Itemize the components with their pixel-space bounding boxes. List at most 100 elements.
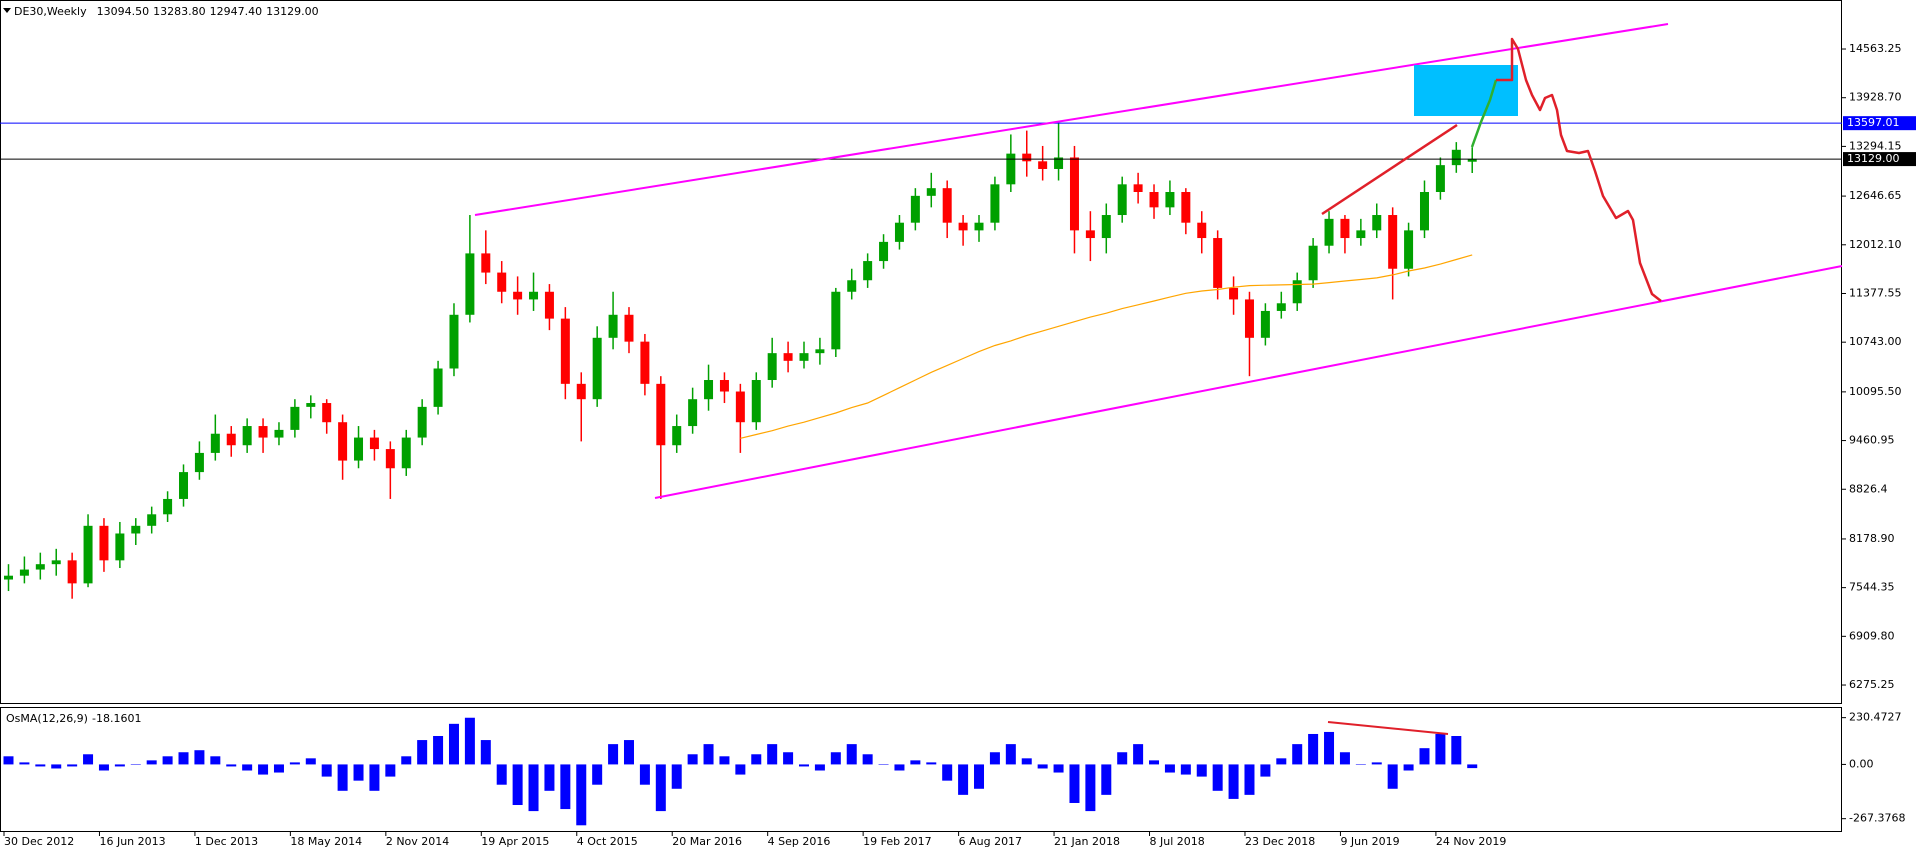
candle-body: [433, 368, 443, 407]
x-tick-label: 8 Jul 2018: [1150, 835, 1205, 848]
x-tick-label: 23 Dec 2018: [1245, 835, 1315, 848]
osma-bar: [767, 744, 778, 765]
candle-body: [1022, 153, 1032, 162]
osma-bar: [942, 764, 953, 781]
candle-body: [369, 437, 379, 450]
candle-body: [19, 569, 29, 576]
osma-bar: [1451, 736, 1462, 765]
osma-bar: [3, 756, 14, 765]
candle-body: [35, 564, 45, 570]
osma-bar: [1117, 752, 1128, 765]
candle-body: [1101, 215, 1111, 239]
osma-bar: [846, 744, 857, 765]
osma-bar: [703, 744, 714, 765]
osma-bar: [1005, 744, 1016, 765]
y-tick-label: 10743.00: [1849, 335, 1902, 348]
osma-bar: [623, 740, 634, 765]
candle-body: [83, 525, 93, 584]
osma-bar: [417, 740, 428, 765]
candle-body: [194, 452, 204, 473]
osma-bar: [608, 744, 619, 765]
osma-bar: [83, 754, 94, 765]
osma-bar: [51, 764, 62, 769]
osma-bar: [671, 764, 682, 789]
osma-bar: [926, 762, 937, 765]
symbol: DE30,Weekly: [14, 5, 87, 18]
osma-bar: [974, 764, 985, 789]
candle-body: [99, 525, 109, 561]
osma-bar: [1371, 762, 1382, 765]
lower-channel-line: [654, 265, 1843, 499]
candle-body: [640, 341, 650, 384]
y-tick-label: 8178.90: [1849, 532, 1895, 545]
osma-bar: [433, 736, 444, 765]
candle-body: [290, 406, 300, 430]
price-label: 13129.00: [1847, 152, 1900, 165]
candle-body: [894, 222, 904, 242]
osma-last: -18.1601: [92, 712, 141, 725]
candle-body: [1006, 153, 1016, 185]
osma-bar: [146, 760, 157, 765]
price-label: 13597.01: [1847, 116, 1900, 129]
y-tick-label: 230.4727: [1849, 711, 1902, 724]
y-tick-label: 6909.80: [1849, 629, 1895, 642]
x-tick-label: 20 Mar 2016: [672, 835, 742, 848]
menu-triangle: [3, 8, 11, 13]
osma-bar: [1419, 748, 1430, 765]
candle-body: [1324, 218, 1334, 246]
osma-bar: [639, 764, 650, 785]
candle-body: [1149, 192, 1159, 208]
candle-body: [1451, 149, 1461, 166]
osma-bar: [1435, 733, 1446, 765]
osma-bar: [958, 764, 969, 795]
x-tick-label: 24 Nov 2019: [1436, 835, 1506, 848]
osma-bar: [19, 762, 30, 765]
osma-bar: [1324, 731, 1335, 765]
osma-bar: [512, 764, 523, 806]
marks: 14563.25 13928.70 13294.15 12646.65 12012.10…: [0, 42, 1916, 848]
candle-body: [974, 222, 984, 231]
candle-body: [401, 437, 411, 469]
candle-body: [242, 426, 252, 446]
osma-bar: [1149, 760, 1160, 765]
osma-bar: [1212, 764, 1223, 791]
candle-body: [688, 399, 698, 427]
labels: DE30,Weekly 13094.50 13283.80 12947.40 13129…: [3, 5, 319, 725]
x-tick-label: 18 May 2014: [290, 835, 362, 848]
y-tick-label: 12012.10: [1849, 238, 1902, 251]
candle-body: [306, 403, 316, 407]
y-tick-label: 13294.15: [1849, 139, 1902, 152]
osma-bar: [1069, 764, 1080, 803]
y-tick-label: 7544.35: [1849, 581, 1895, 594]
x-tick-label: 9 Jun 2019: [1340, 835, 1399, 848]
osma-panel-frame: [0, 707, 1842, 832]
osma-bar: [67, 764, 78, 767]
osma-bar: [862, 754, 873, 765]
candle-body: [656, 383, 666, 446]
candle-body: [163, 498, 173, 515]
y-tick-label: -267.3768: [1849, 812, 1905, 825]
y-tick-label: 10095.50: [1849, 385, 1902, 398]
candle-body: [863, 261, 873, 281]
price-label-box: [1843, 116, 1916, 131]
osma-header: OsMA(12,26,9) -18.1601: [6, 712, 141, 725]
candle-body: [1260, 310, 1270, 338]
candle-body: [1038, 161, 1048, 169]
osma-divergence-line: [1327, 721, 1449, 735]
candle-body: [1356, 230, 1366, 239]
candle-body: [544, 291, 554, 319]
y-tick-label: 13928.70: [1849, 91, 1902, 104]
osma-bar: [1355, 764, 1366, 765]
candle-body: [1388, 215, 1398, 269]
osma-bar: [735, 764, 746, 775]
candle-body: [226, 433, 236, 446]
candle-body: [799, 353, 809, 361]
candle-body: [1054, 157, 1064, 169]
osma-bar: [1037, 764, 1048, 769]
osma-bar: [448, 723, 459, 765]
osma-bar: [1164, 764, 1175, 773]
candle-body: [1085, 230, 1095, 239]
osma-bar: [305, 758, 316, 765]
candle-body: [1117, 184, 1127, 216]
